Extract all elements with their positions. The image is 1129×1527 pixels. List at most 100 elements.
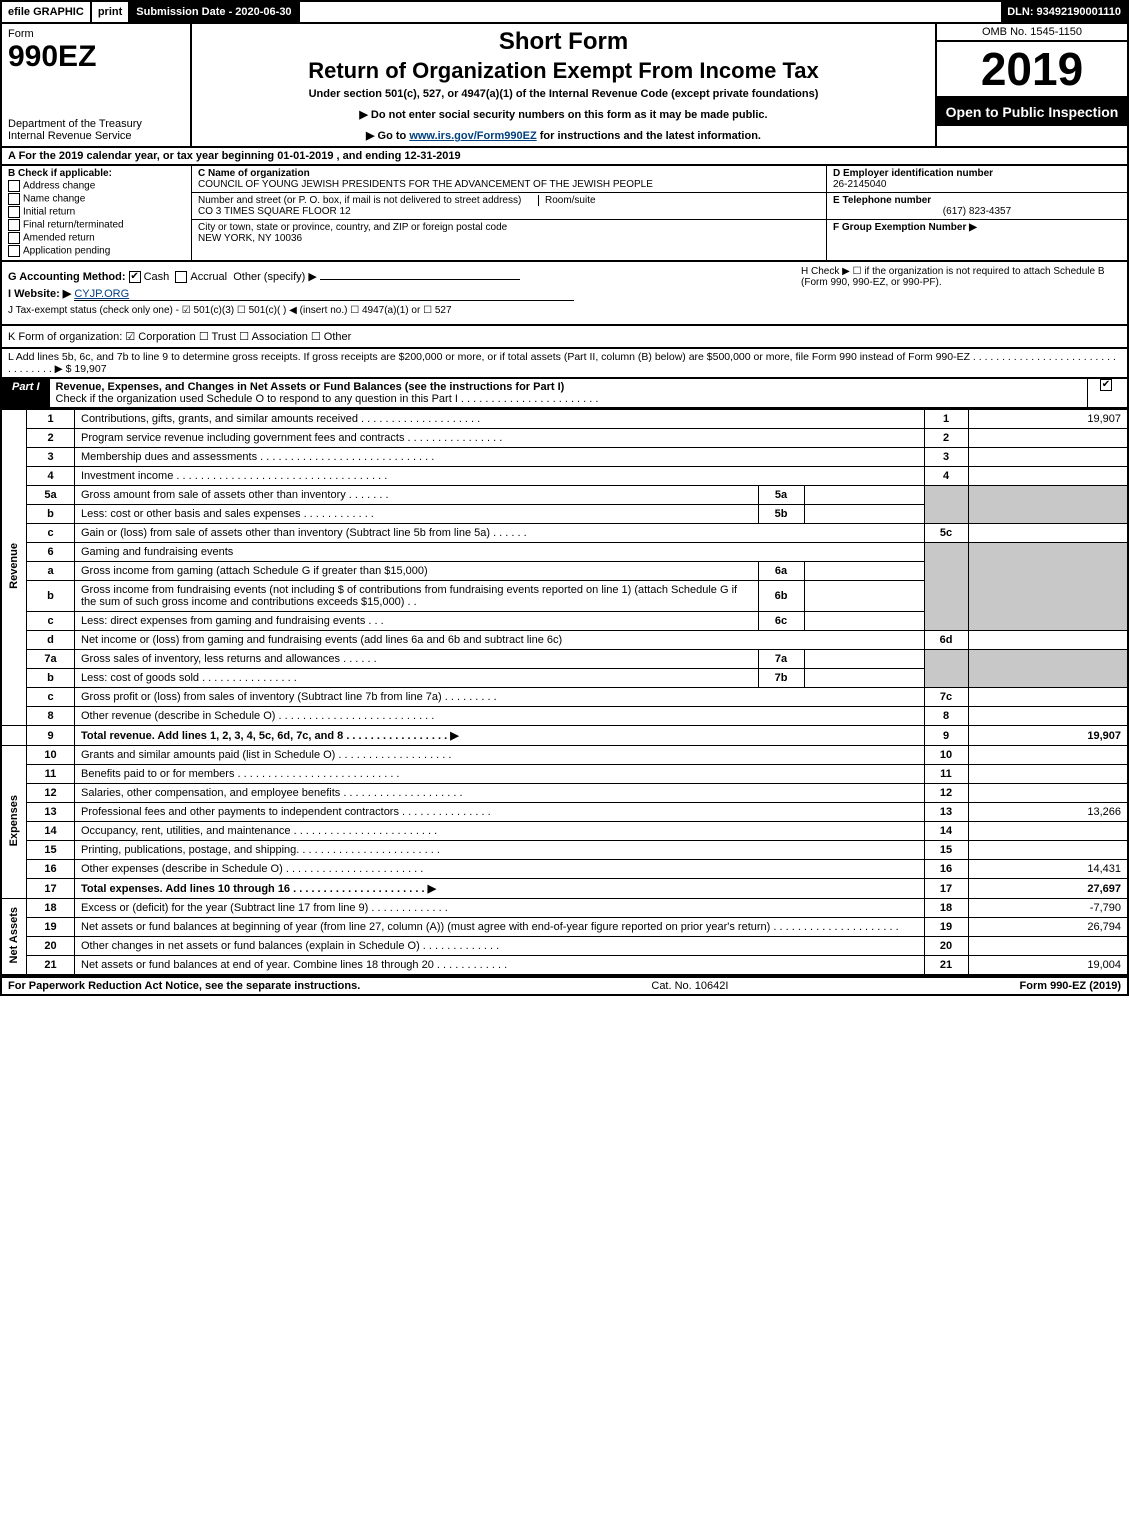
- row-11: 11 Benefits paid to or for members . . .…: [1, 765, 1128, 784]
- r5b-n: b: [27, 505, 75, 524]
- r21-val: 19,004: [968, 956, 1128, 976]
- row-5a: 5a Gross amount from sale of assets othe…: [1, 486, 1128, 505]
- row-16: 16 Other expenses (describe in Schedule …: [1, 860, 1128, 879]
- r5b-d: Less: cost or other basis and sales expe…: [75, 505, 759, 524]
- r6-n: 6: [27, 543, 75, 562]
- r8-d: Other revenue (describe in Schedule O) .…: [75, 707, 925, 726]
- part1-checkbox[interactable]: ✔: [1087, 379, 1127, 407]
- row-17: 17 Total expenses. Add lines 10 through …: [1, 879, 1128, 899]
- r5c-num: 5c: [924, 524, 968, 543]
- topbar-spacer: [300, 2, 1002, 22]
- r6c-side: 6c: [758, 612, 804, 631]
- g-other-field[interactable]: [320, 279, 520, 280]
- r4-num: 4: [924, 467, 968, 486]
- row-14: 14 Occupancy, rent, utilities, and maint…: [1, 822, 1128, 841]
- g-accrual-check[interactable]: [175, 271, 187, 283]
- chk-name-change[interactable]: Name change: [8, 193, 185, 205]
- r5a-n: 5a: [27, 486, 75, 505]
- row-13: 13 Professional fees and other payments …: [1, 803, 1128, 822]
- r2-num: 2: [924, 429, 968, 448]
- c-name-label: C Name of organization: [198, 168, 820, 179]
- r7b-side: 7b: [758, 669, 804, 688]
- block-bcf: B Check if applicable: Address change Na…: [0, 166, 1129, 262]
- r19-d: Net assets or fund balances at beginning…: [75, 918, 925, 937]
- row-6: 6 Gaming and fundraising events: [1, 543, 1128, 562]
- row-7a: 7a Gross sales of inventory, less return…: [1, 650, 1128, 669]
- r6-shade2: [968, 543, 1128, 631]
- r7c-val: [968, 688, 1128, 707]
- footer-left: For Paperwork Reduction Act Notice, see …: [8, 980, 360, 992]
- form-word: Form: [8, 28, 184, 40]
- r7b-sideval: [804, 669, 924, 688]
- c-street-label: Number and street (or P. O. box, if mail…: [198, 195, 521, 206]
- r20-val: [968, 937, 1128, 956]
- header-left: Form 990EZ Department of the Treasury In…: [2, 24, 192, 146]
- r21-d: Net assets or fund balances at end of ye…: [75, 956, 925, 976]
- line-k: K Form of organization: ☑ Corporation ☐ …: [0, 326, 1129, 349]
- r20-d: Other changes in net assets or fund bala…: [75, 937, 925, 956]
- line-h: H Check ▶ ☐ if the organization is not r…: [801, 266, 1121, 288]
- c-room-label: Room/suite: [538, 195, 596, 206]
- r17-num: 17: [924, 879, 968, 899]
- part1-header: Part I Revenue, Expenses, and Changes in…: [0, 379, 1129, 409]
- efile-text: efile: [8, 6, 30, 18]
- row-6d: d Net income or (loss) from gaming and f…: [1, 631, 1128, 650]
- chk-initial-return[interactable]: Initial return: [8, 206, 185, 218]
- department-label: Department of the Treasury: [8, 118, 184, 130]
- r6b-d: Gross income from fundraising events (no…: [75, 581, 759, 612]
- r6d-n: d: [27, 631, 75, 650]
- r16-val: 14,431: [968, 860, 1128, 879]
- row-8: 8 Other revenue (describe in Schedule O)…: [1, 707, 1128, 726]
- d-label: D Employer identification number: [833, 168, 1121, 179]
- r7a-n: 7a: [27, 650, 75, 669]
- row-2: 2 Program service revenue including gove…: [1, 429, 1128, 448]
- r16-num: 16: [924, 860, 968, 879]
- irs-label: Internal Revenue Service: [8, 130, 184, 142]
- r6b-side: 6b: [758, 581, 804, 612]
- footer: For Paperwork Reduction Act Notice, see …: [0, 976, 1129, 996]
- r5b-side: 5b: [758, 505, 804, 524]
- print-button[interactable]: print: [92, 2, 130, 22]
- website-link[interactable]: CYJP.ORG: [74, 288, 574, 301]
- r15-n: 15: [27, 841, 75, 860]
- efile-label: efile GRAPHIC: [2, 2, 92, 22]
- chk-application-pending[interactable]: Application pending: [8, 245, 185, 257]
- g-cash-check[interactable]: ✔: [129, 271, 141, 283]
- tax-year: 2019: [937, 42, 1127, 96]
- col-b: B Check if applicable: Address change Na…: [2, 166, 192, 260]
- chk-address-change[interactable]: Address change: [8, 180, 185, 192]
- col-b-title: B Check if applicable:: [8, 168, 185, 179]
- r7b-n: b: [27, 669, 75, 688]
- row-7c: c Gross profit or (loss) from sales of i…: [1, 688, 1128, 707]
- row-20: 20 Other changes in net assets or fund b…: [1, 937, 1128, 956]
- part1-check-line: Check if the organization used Schedule …: [56, 393, 599, 405]
- r4-val: [968, 467, 1128, 486]
- cell-e: E Telephone number (617) 823-4357: [827, 193, 1127, 220]
- r6a-d: Gross income from gaming (attach Schedul…: [75, 562, 759, 581]
- r5ab-shade2: [968, 486, 1128, 524]
- r14-n: 14: [27, 822, 75, 841]
- cell-f: F Group Exemption Number ▶: [827, 220, 1127, 235]
- tip-ssn: ▶ Do not enter social security numbers o…: [202, 108, 925, 121]
- r17-val: 27,697: [968, 879, 1128, 899]
- r5c-n: c: [27, 524, 75, 543]
- r7-shade: [924, 650, 968, 688]
- r20-num: 20: [924, 937, 968, 956]
- r8-num: 8: [924, 707, 968, 726]
- r13-num: 13: [924, 803, 968, 822]
- tip-goto-post: for instructions and the latest informat…: [537, 130, 761, 142]
- r5b-sideval: [804, 505, 924, 524]
- chk-amended-return[interactable]: Amended return: [8, 232, 185, 244]
- r17-n: 17: [27, 879, 75, 899]
- chk-final-return[interactable]: Final return/terminated: [8, 219, 185, 231]
- col-def: D Employer identification number 26-2145…: [827, 166, 1127, 260]
- r7a-side: 7a: [758, 650, 804, 669]
- block-ghijk: H Check ▶ ☐ if the organization is not r…: [0, 262, 1129, 326]
- part1-title: Revenue, Expenses, and Changes in Net As…: [50, 379, 1087, 407]
- r5c-d: Gain or (loss) from sale of assets other…: [75, 524, 925, 543]
- r8-n: 8: [27, 707, 75, 726]
- r6c-sideval: [804, 612, 924, 631]
- r7c-num: 7c: [924, 688, 968, 707]
- irs-link[interactable]: www.irs.gov/Form990EZ: [409, 130, 536, 142]
- row-9: 9 Total revenue. Add lines 1, 2, 3, 4, 5…: [1, 726, 1128, 746]
